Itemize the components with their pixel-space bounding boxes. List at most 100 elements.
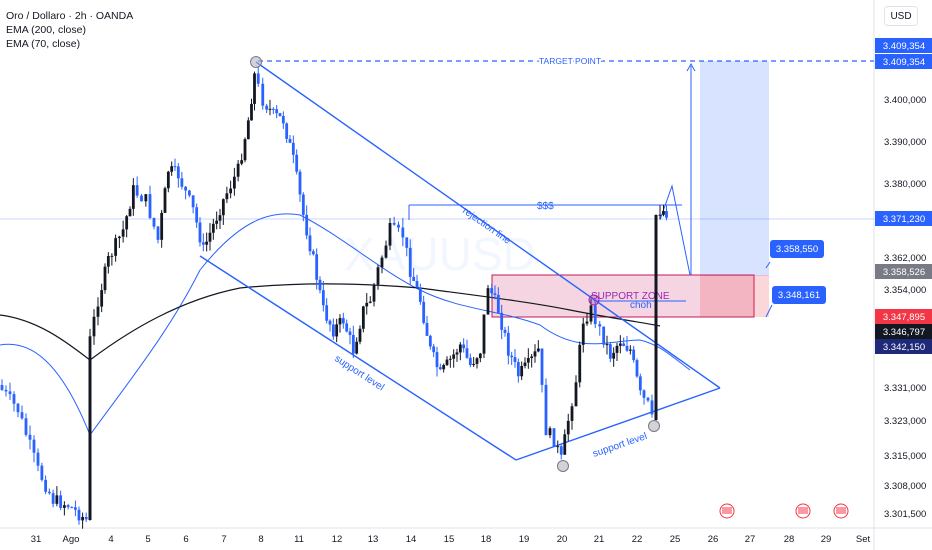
svg-text:3.358,526: 3.358,526 — [883, 267, 925, 278]
candle-body — [397, 224, 400, 228]
candle-body — [520, 365, 524, 377]
support-zone — [491, 274, 755, 318]
chart-legend[interactable]: Oro / Dollaro · 2h · OANDA EMA (200, clo… — [6, 9, 133, 51]
y-tick-label: 3.315,000 — [884, 451, 926, 462]
pivot-low-marker[interactable] — [557, 460, 569, 472]
y-tick-label: 3.380,000 — [884, 179, 926, 190]
x-tick-label: 8 — [258, 534, 263, 545]
candle-body — [574, 382, 578, 407]
candle-body — [152, 217, 156, 227]
candle-body — [92, 316, 96, 337]
candle-body — [593, 305, 597, 325]
plot-area[interactable] — [0, 0, 874, 528]
price-tag: 3.347,895 — [875, 309, 932, 324]
candle-body — [445, 359, 449, 366]
x-tick-label: 4 — [108, 534, 113, 545]
pivot-high-marker[interactable] — [250, 56, 262, 68]
y-tick-label: 3.400,000 — [884, 95, 926, 106]
candle-body — [236, 163, 240, 177]
zone-top-tag: 3.358,550 — [765, 240, 824, 269]
candle-body — [81, 516, 84, 521]
candle-body — [66, 505, 70, 508]
candle-body — [625, 345, 629, 351]
x-axis[interactable]: 31 Ago 4 5 6 7 8 11 12 13 14 15 18 19 20 21 22 25 26 27 28 29… — [31, 534, 871, 545]
support-zone-label: SUPPORT ZONE — [591, 291, 670, 302]
candle-body — [131, 185, 135, 209]
y-tick-label: 3.308,000 — [884, 481, 926, 492]
candle-body — [605, 344, 609, 346]
candle-body — [74, 507, 77, 510]
candle-body — [478, 353, 482, 359]
y-tick-label: 3.331,000 — [884, 383, 926, 394]
choh-marker[interactable] — [588, 294, 600, 306]
candle-body — [208, 232, 212, 242]
zone-bottom-tag: 3.348,161 — [765, 286, 826, 318]
candle-body — [328, 320, 332, 325]
candle-body — [392, 223, 396, 225]
symbol-title[interactable]: Oro / Dollaro · 2h · OANDA — [6, 10, 134, 22]
candle-body — [566, 420, 570, 435]
pivot-low-marker-2[interactable] — [648, 420, 660, 432]
candle-body — [225, 193, 229, 200]
candle-body — [301, 194, 305, 215]
candle-body — [462, 344, 466, 349]
candle-body — [250, 103, 253, 121]
candle-body — [70, 507, 74, 509]
candle-body — [556, 446, 560, 448]
x-tick-label: 25 — [670, 534, 681, 545]
x-tick-label: Set — [856, 534, 871, 545]
x-tick-label: 28 — [784, 534, 795, 545]
candle-body — [559, 446, 563, 455]
price-tag: 3.342,150 — [875, 339, 932, 354]
candle-body — [432, 346, 436, 353]
candle-body — [265, 105, 269, 110]
candle-body — [321, 290, 325, 306]
price-tag: 3.409,354 — [875, 38, 932, 53]
candle-body — [331, 324, 335, 337]
candle-body — [205, 241, 209, 245]
svg-text:3.409,354: 3.409,354 — [883, 41, 925, 52]
candle-body — [47, 491, 51, 494]
candle-body — [62, 505, 66, 508]
candle-body — [256, 73, 260, 84]
candle-body — [615, 345, 619, 353]
y-axis[interactable]: 3.400,000 3.390,000 3.380,000 3.362,000 3.35… — [884, 95, 926, 520]
choh-label: choh — [630, 300, 652, 311]
candle-body — [506, 332, 510, 356]
candle-body — [608, 344, 612, 359]
candle-body — [187, 190, 191, 196]
candle-body — [658, 214, 662, 216]
ema-70-legend[interactable]: EMA (70, close) — [6, 38, 81, 50]
candle-body — [298, 171, 302, 195]
x-tick-label: 13 — [368, 534, 379, 545]
candle-body — [180, 178, 184, 187]
svg-text:3.346,797: 3.346,797 — [883, 327, 925, 338]
candle-body — [455, 352, 459, 355]
candle-body — [500, 312, 504, 330]
candle-body — [598, 324, 602, 327]
y-tick-label: 3.390,000 — [884, 137, 926, 148]
candle-body — [493, 293, 497, 295]
ema-200-legend[interactable]: EMA (200, close) — [6, 24, 86, 36]
candle-body — [218, 215, 222, 221]
event-flag-icon[interactable] — [719, 503, 735, 519]
candle-body — [380, 257, 384, 268]
candle-body — [198, 222, 202, 243]
candle-body — [628, 349, 632, 351]
candle-body — [253, 73, 256, 104]
currency-button[interactable]: USD — [884, 6, 918, 26]
y-tick-label: 3.354,000 — [884, 285, 926, 296]
candle-body — [325, 305, 329, 321]
candle-body — [642, 390, 646, 398]
event-flag-icon[interactable] — [795, 503, 811, 519]
candle-body — [536, 348, 540, 352]
event-flag-icon[interactable] — [833, 503, 849, 519]
candle-body — [388, 223, 392, 246]
candle-body — [632, 349, 636, 361]
price-tag: 3.358,526 — [875, 264, 932, 279]
candle-body — [490, 288, 494, 294]
candle-body — [140, 195, 143, 202]
x-tick-label: 19 — [519, 534, 530, 545]
candle-body — [100, 290, 104, 307]
